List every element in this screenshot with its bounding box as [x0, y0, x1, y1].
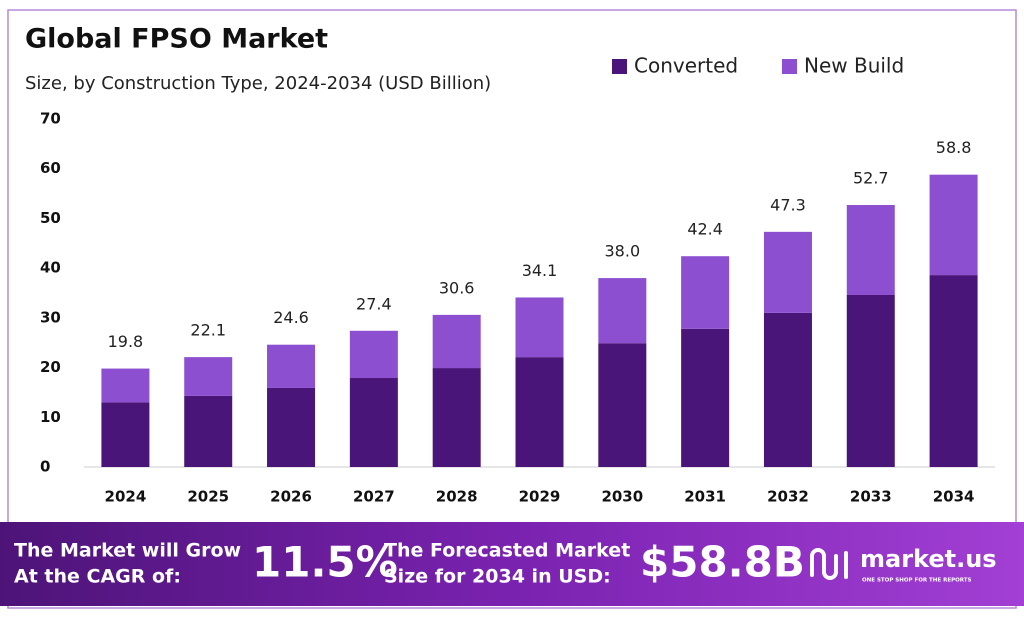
- bar-segment: [267, 344, 316, 388]
- bar-segment: [184, 357, 233, 396]
- bar-segment: [432, 314, 481, 369]
- total-label: 27.4: [356, 294, 392, 313]
- y-tick-label: 20: [40, 358, 61, 376]
- x-tick-label: 2024: [105, 488, 147, 506]
- x-tick-label: 2031: [684, 488, 726, 506]
- bar-segment: [846, 294, 895, 467]
- brand-tagline: ONE STOP SHOP FOR THE REPORTS: [862, 578, 972, 584]
- total-label: 22.1: [190, 321, 226, 340]
- legend-swatch: [782, 59, 797, 74]
- y-tick-label: 30: [40, 308, 61, 326]
- bar-segment: [432, 368, 481, 467]
- bar-segment: [515, 357, 564, 467]
- cagr-text: The Market will Grow: [14, 540, 241, 562]
- bar-segment: [184, 395, 233, 467]
- frame: [7, 9, 1017, 609]
- legend-label: Converted: [634, 54, 738, 78]
- bar-segment: [929, 275, 978, 467]
- chart-title: Global FPSO Market: [25, 24, 328, 55]
- y-tick-label: 50: [40, 209, 61, 227]
- x-tick-label: 2027: [353, 488, 395, 506]
- forecast-text: The Forecasted Market: [384, 540, 630, 562]
- total-label: 30.6: [439, 278, 475, 297]
- total-label: 52.7: [853, 169, 889, 188]
- x-tick-label: 2026: [270, 488, 312, 506]
- forecast-value: $58.8B: [640, 538, 805, 587]
- bar-segment: [267, 387, 316, 467]
- bar-segment: [681, 256, 730, 329]
- x-tick-label: 2033: [850, 488, 892, 506]
- bar-segment: [846, 205, 895, 295]
- cagr-value: 11.5%: [252, 538, 398, 587]
- y-tick-label: 40: [40, 259, 61, 277]
- brand-logo: [810, 548, 848, 580]
- y-tick-label: 70: [40, 110, 61, 128]
- bar-segment: [598, 343, 647, 467]
- total-label: 38.0: [605, 242, 641, 261]
- bar-segment: [929, 174, 978, 276]
- bar-segment: [763, 312, 812, 467]
- x-tick-label: 2032: [767, 488, 809, 506]
- cagr-text: At the CAGR of:: [14, 566, 181, 588]
- forecast-text: Size for 2034 in USD:: [384, 566, 611, 588]
- total-label: 24.6: [273, 308, 309, 327]
- bar-segment: [101, 368, 150, 403]
- legend-label: New Build: [804, 54, 904, 78]
- total-label: 19.8: [108, 332, 144, 351]
- brand: market.us: [860, 545, 997, 573]
- total-label: 34.1: [522, 261, 558, 280]
- x-tick-label: 2025: [187, 488, 229, 506]
- legend-swatch: [612, 59, 627, 74]
- total-label: 58.8: [936, 138, 972, 157]
- bar-segment: [349, 330, 398, 379]
- logo-mark: [810, 548, 838, 580]
- x-tick-label: 2029: [519, 488, 561, 506]
- total-label: 47.3: [770, 195, 806, 214]
- chart-subtitle: Size, by Construction Type, 2024-2034 (U…: [25, 73, 491, 94]
- bar-segment: [763, 231, 812, 313]
- y-tick-label: 10: [40, 408, 61, 426]
- bar-segment: [598, 278, 647, 344]
- footer-banner: [0, 522, 1024, 606]
- total-label: 42.4: [687, 220, 723, 239]
- y-tick-label: 0: [40, 458, 50, 476]
- bar-segment: [681, 328, 730, 467]
- x-tick-label: 2034: [933, 488, 975, 506]
- bar-segment: [101, 402, 150, 467]
- x-tick-label: 2028: [436, 488, 478, 506]
- bar-segment: [349, 378, 398, 467]
- x-tick-label: 2030: [601, 488, 643, 506]
- bar-segment: [515, 297, 564, 358]
- y-tick-label: 60: [40, 159, 61, 177]
